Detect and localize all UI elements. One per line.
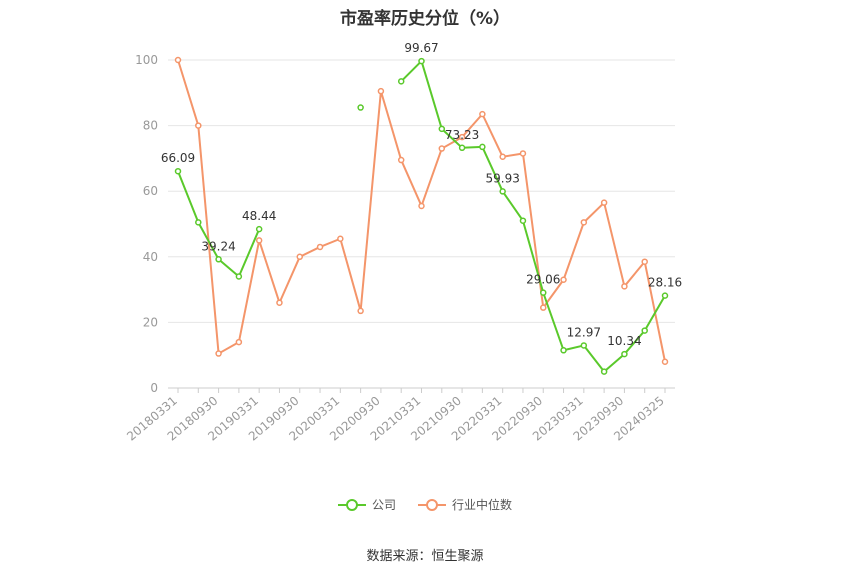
legend-label-industry-median: 行业中位数 (452, 498, 513, 512)
data-point (397, 78, 405, 85)
data-point (641, 327, 648, 334)
data-point (499, 153, 506, 161)
data-point (560, 276, 567, 284)
data-point (519, 150, 527, 157)
legend: 公司 行业中位数 (0, 496, 850, 513)
data-point (540, 289, 547, 296)
legend-swatch-industry-median (418, 498, 446, 512)
data-point (661, 358, 669, 366)
data-point (337, 235, 344, 243)
series-line (400, 60, 666, 373)
data-point (458, 144, 466, 152)
data-label: 73.23 (445, 128, 479, 142)
y-tick-label: 100 (135, 53, 158, 67)
data-label: 28.16 (648, 276, 682, 290)
data-point (215, 350, 222, 357)
y-tick-label: 60 (143, 184, 158, 198)
data-labels: 66.09 39.24 48.44 99.67 73.23 59.93 29.06 12.97… (161, 41, 682, 348)
data-point (235, 338, 243, 346)
data-point (397, 156, 405, 164)
data-point (661, 292, 669, 299)
data-label: 66.09 (161, 151, 195, 165)
y-tick-label: 40 (143, 250, 158, 264)
data-label: 12.97 (567, 325, 601, 339)
data-label: 59.93 (485, 171, 519, 185)
data-point (580, 219, 588, 226)
data-point (479, 143, 486, 151)
data-point (519, 217, 527, 224)
data-point (499, 188, 506, 195)
legend-item-company[interactable]: 公司 (337, 496, 396, 513)
data-point (235, 273, 243, 280)
data-label: 10.34 (607, 334, 641, 348)
data-point (174, 167, 182, 175)
data-point (479, 110, 486, 118)
legend-label-company: 公司 (371, 498, 396, 512)
data-point (296, 253, 303, 261)
data-point (377, 87, 385, 95)
data-point (560, 347, 567, 354)
data-point (357, 104, 364, 111)
data-point (195, 122, 202, 129)
data-point (276, 299, 283, 306)
chart-title: 市盈率历史分位（%） (339, 9, 511, 29)
data-point (195, 219, 202, 226)
data-point (600, 199, 608, 206)
data-point (438, 145, 446, 152)
data-point (621, 350, 628, 358)
data-point (438, 125, 446, 133)
data-point (641, 258, 648, 265)
data-label: 39.24 (201, 239, 235, 253)
y-tick-label: 0 (150, 381, 158, 395)
data-label: 29.06 (526, 273, 560, 287)
legend-item-industry-median[interactable]: 行业中位数 (418, 496, 512, 513)
data-point (580, 342, 588, 349)
series-company (174, 57, 669, 375)
data-point (458, 133, 466, 141)
data-point (316, 243, 324, 251)
series-industry-median (174, 56, 669, 366)
y-tick-label: 20 (143, 315, 158, 329)
data-point (255, 225, 263, 233)
data-label: 48.44 (242, 209, 276, 223)
data-point (357, 307, 364, 315)
legend-swatch-company (337, 498, 366, 512)
data-point (174, 56, 182, 64)
data-point (418, 57, 425, 65)
data-point (255, 237, 263, 244)
data-point (540, 304, 547, 311)
data-point (215, 256, 222, 263)
y-tick-label: 80 (143, 119, 158, 133)
data-point (600, 368, 608, 375)
series-lines (174, 56, 669, 375)
data-label: 99.67 (404, 41, 438, 55)
source-note: 数据来源：恒生聚源 (366, 549, 484, 564)
data-point (418, 202, 425, 210)
data-point (621, 283, 628, 290)
